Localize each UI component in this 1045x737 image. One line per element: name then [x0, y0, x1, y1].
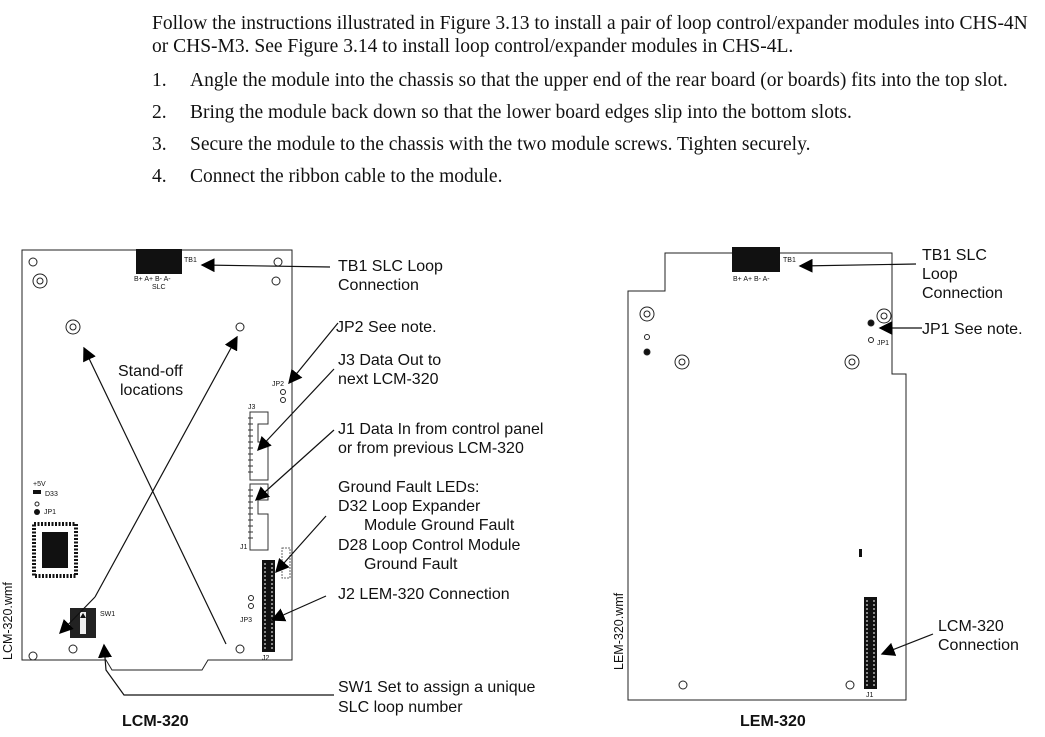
lem-jumpers: JP1: [643, 319, 889, 356]
lcm-j1-connector: J1: [240, 483, 269, 551]
lem-callout-tb1-line3: Connection: [922, 285, 1003, 302]
callout-j2: J2 LEM-320 Connection: [338, 586, 510, 603]
lem-mounting-holes: [639, 306, 892, 690]
steps-list: 1. Angle the module into the chassis so t…: [152, 69, 1032, 188]
lcm-j2-header: J2: [262, 560, 275, 662]
lcm-plus5v-label: +5V: [33, 481, 46, 488]
callout-gf-line4: D28 Loop Control Module: [338, 537, 520, 554]
lcm-led-block: [281, 547, 291, 579]
step-number: 4.: [152, 166, 167, 187]
lcm-callout-arrows: [98, 258, 339, 696]
callout-gf-line2: D32 Loop Expander: [338, 498, 481, 515]
lcm-caption: LCM-320: [122, 713, 189, 730]
step-number: 1.: [152, 70, 167, 91]
step-text: Secure the module to the chassis with th…: [190, 134, 811, 155]
lem-callout-tb1-line1: TB1 SLC: [922, 247, 987, 264]
intro-paragraph: Follow the instructions illustrated in F…: [152, 13, 1028, 57]
lem-callout-jp1: JP1 See note.: [922, 321, 1023, 338]
lcm-j3-label: J3: [248, 404, 256, 411]
lcm-mounting-holes: [28, 257, 283, 661]
lcm-tb1-connector: TB1 B+ A+ B- A- SLC: [134, 249, 197, 291]
lem-jp1-label: JP1: [877, 340, 889, 347]
standoff-label-2: locations: [120, 382, 183, 399]
step-number: 2.: [152, 102, 167, 123]
lcm-sw1-switch: SW1: [70, 608, 115, 638]
lem-file-label: LEM-320.wmf: [612, 592, 626, 670]
lem-callout-tb1-line2: Loop: [922, 266, 958, 283]
lcm-j2-label: J2: [262, 655, 270, 662]
lem-caption: LEM-320: [740, 713, 806, 730]
callout-tb1-line1: TB1 SLC Loop: [338, 258, 443, 275]
callout-j1-line1: J1 Data In from control panel: [338, 421, 543, 438]
step-text: Angle the module into the chassis so tha…: [190, 70, 1008, 91]
lem-callout-lcm-line2: Connection: [938, 637, 1019, 654]
step-text: Bring the module back down so that the l…: [190, 102, 852, 123]
lcm-jp2-label: JP2: [272, 381, 284, 388]
lcm-jp3-label: JP3: [240, 617, 252, 624]
lcm-jp2-jumper: JP2: [272, 381, 286, 403]
callout-gf-line1: Ground Fault LEDs:: [338, 479, 479, 496]
list-item: 2. Bring the module back down so that the…: [152, 101, 1032, 124]
callout-jp2: JP2 See note.: [336, 319, 437, 336]
lcm-d33-label: D33: [45, 491, 58, 498]
lcm-tb1-label: TB1: [184, 257, 197, 264]
lcm-file-label: LCM-320.wmf: [1, 582, 15, 660]
lem-led: [859, 549, 862, 557]
lcm-chip: [32, 522, 78, 578]
standoff-label-1: Stand-off: [118, 363, 183, 380]
lem-j1-header: J1: [864, 597, 877, 699]
list-item: 4. Connect the ribbon cable to the module…: [152, 165, 1032, 188]
callout-j3-line1: J3 Data Out to: [338, 352, 441, 369]
lcm-tb1-pins: B+ A+ B- A-: [134, 276, 171, 283]
callout-j1-line2: or from previous LCM-320: [338, 440, 524, 457]
lcm-sw1-label: SW1: [100, 611, 115, 618]
callout-gf-line5: Ground Fault: [364, 556, 458, 573]
lem-board: [627, 252, 907, 701]
lem-callout-lcm-line1: LCM-320: [938, 618, 1004, 635]
lcm-jp1-label: JP1: [44, 509, 56, 516]
step-text: Connect the ribbon cable to the module.: [190, 166, 503, 187]
list-item: 1. Angle the module into the chassis so t…: [152, 69, 1032, 92]
callout-sw1-line1: SW1 Set to assign a unique: [338, 679, 536, 696]
lem-tb1-connector: TB1 B+ A+ B- A-: [732, 247, 796, 283]
lcm-j1-label: J1: [240, 544, 248, 551]
lem-tb1-pins: B+ A+ B- A-: [733, 276, 770, 283]
list-item: 3. Secure the module to the chassis with …: [152, 133, 1032, 156]
callout-tb1-line2: Connection: [338, 277, 419, 294]
callout-gf-line3: Module Ground Fault: [364, 517, 515, 534]
lem-j1-label: J1: [866, 692, 874, 699]
callout-j3-line2: next LCM-320: [338, 371, 439, 388]
standoff-lines: [59, 335, 238, 645]
instructions: Follow the instructions illustrated in F…: [152, 12, 1032, 197]
lcm-jp3-jumper: JP3: [240, 595, 254, 624]
lem-callout-arrows: [798, 258, 934, 656]
callout-sw1-line2: SLC loop number: [338, 699, 463, 716]
lcm-d33-jp1: +5V D33 JP1: [33, 481, 58, 516]
lcm-slc-label: SLC: [152, 284, 166, 291]
lcm-board: [21, 249, 293, 671]
lem-tb1-label: TB1: [783, 257, 796, 264]
step-number: 3.: [152, 134, 167, 155]
